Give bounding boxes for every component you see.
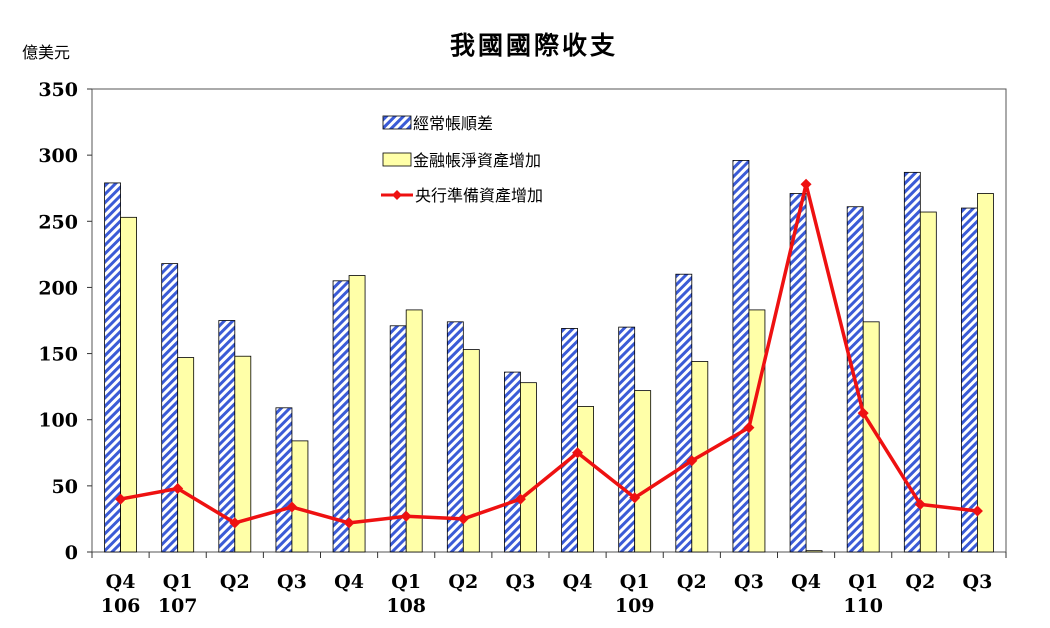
bar-financial-account <box>405 309 423 553</box>
x-quarter-label: Q1 <box>848 571 878 593</box>
legend: 經常帳順差 金融帳淨資產增加 央行準備資產增加 <box>381 114 543 205</box>
y-tick-label: 350 <box>38 79 78 101</box>
x-year-label: 107 <box>158 595 198 617</box>
legend-label-current-account: 經常帳順差 <box>413 114 493 133</box>
bar-financial-account <box>291 440 309 553</box>
bar-current-account <box>732 160 750 553</box>
bar-financial-account <box>462 349 480 553</box>
bar-financial-account <box>805 550 823 553</box>
y-tick-label: 50 <box>52 476 78 498</box>
bar-current-account <box>789 193 807 553</box>
x-quarter-label: Q2 <box>448 571 478 593</box>
bar-financial-account <box>120 216 137 553</box>
x-quarter-label: Q4 <box>334 571 364 593</box>
reserve-point <box>286 501 298 513</box>
bar-financial-account <box>177 357 195 553</box>
x-quarter-label: Q4 <box>563 571 593 593</box>
legend-swatch-current-account <box>382 115 412 130</box>
bar-financial-account <box>977 193 994 553</box>
reserve-point <box>800 178 812 190</box>
reserve-line <box>115 178 983 529</box>
y-tick-label: 100 <box>38 410 78 432</box>
legend-swatch-financial-account <box>382 152 412 167</box>
reserve-point <box>514 493 526 505</box>
x-quarter-label: Q3 <box>506 571 536 593</box>
x-year-label: 108 <box>386 595 426 617</box>
reserve-line-path <box>120 182 978 525</box>
x-quarter-label: Q1 <box>163 571 193 593</box>
bar-current-account <box>504 371 521 553</box>
y-tick-label: 150 <box>38 344 78 366</box>
reserve-point <box>172 483 184 495</box>
bar-current-account <box>675 273 693 553</box>
x-year-label: 109 <box>615 595 655 617</box>
x-quarter-label: Q1 <box>391 571 421 593</box>
bar-financial-account <box>634 390 652 553</box>
reserve-point <box>914 498 926 510</box>
x-quarter-label: Q2 <box>677 571 707 593</box>
bar-current-account <box>903 171 921 553</box>
reserve-point <box>457 513 469 525</box>
x-quarter-label: Q4 <box>106 571 136 593</box>
reserve-point <box>971 505 983 517</box>
y-axis: 0 50 100 150 200 250 300 350 <box>38 79 92 564</box>
reserve-point <box>343 517 355 529</box>
bar-financial-account <box>919 211 937 553</box>
bar-current-account <box>618 326 636 553</box>
bar-current-account <box>561 328 578 553</box>
reserve-point <box>229 517 241 529</box>
bar-financial-account <box>348 275 366 553</box>
reserve-point <box>572 447 584 459</box>
reserve-point <box>400 510 412 522</box>
x-quarter-label: Q2 <box>905 571 935 593</box>
bar-current-account <box>961 207 978 553</box>
y-tick-label: 250 <box>38 211 78 233</box>
bar-current-account <box>332 280 350 553</box>
x-quarter-label: Q2 <box>220 571 250 593</box>
bar-financial-account <box>577 406 594 553</box>
unit-label: 億美元 <box>22 43 70 62</box>
legend-label-financial-account: 金融帳淨資產增加 <box>413 151 541 170</box>
reserve-point <box>686 455 698 467</box>
x-quarter-label: Q3 <box>277 571 307 593</box>
x-quarter-label: Q1 <box>620 571 650 593</box>
x-year-label: 106 <box>101 595 141 617</box>
chart-title: 我國國際收支 <box>450 31 618 60</box>
reserve-point <box>115 493 127 505</box>
bar-financial-account <box>520 382 537 553</box>
x-quarter-label: Q4 <box>791 571 821 593</box>
bar-current-account <box>275 407 293 553</box>
reserve-point <box>857 407 869 419</box>
y-tick-label: 0 <box>65 542 78 564</box>
y-tick-label: 200 <box>38 277 78 299</box>
bars <box>104 160 994 553</box>
x-year-label: 110 <box>843 595 883 617</box>
legend-marker-reserve <box>392 190 402 200</box>
x-quarter-label: Q3 <box>963 571 993 593</box>
y-tick-label: 300 <box>38 145 78 167</box>
bar-current-account <box>161 263 179 553</box>
reserve-point <box>743 422 755 434</box>
bar-financial-account <box>234 355 252 553</box>
reserve-point <box>629 492 641 504</box>
x-quarter-label: Q3 <box>734 571 764 593</box>
legend-label-reserve: 央行準備資產增加 <box>415 186 543 205</box>
bar-financial-account <box>748 309 766 553</box>
